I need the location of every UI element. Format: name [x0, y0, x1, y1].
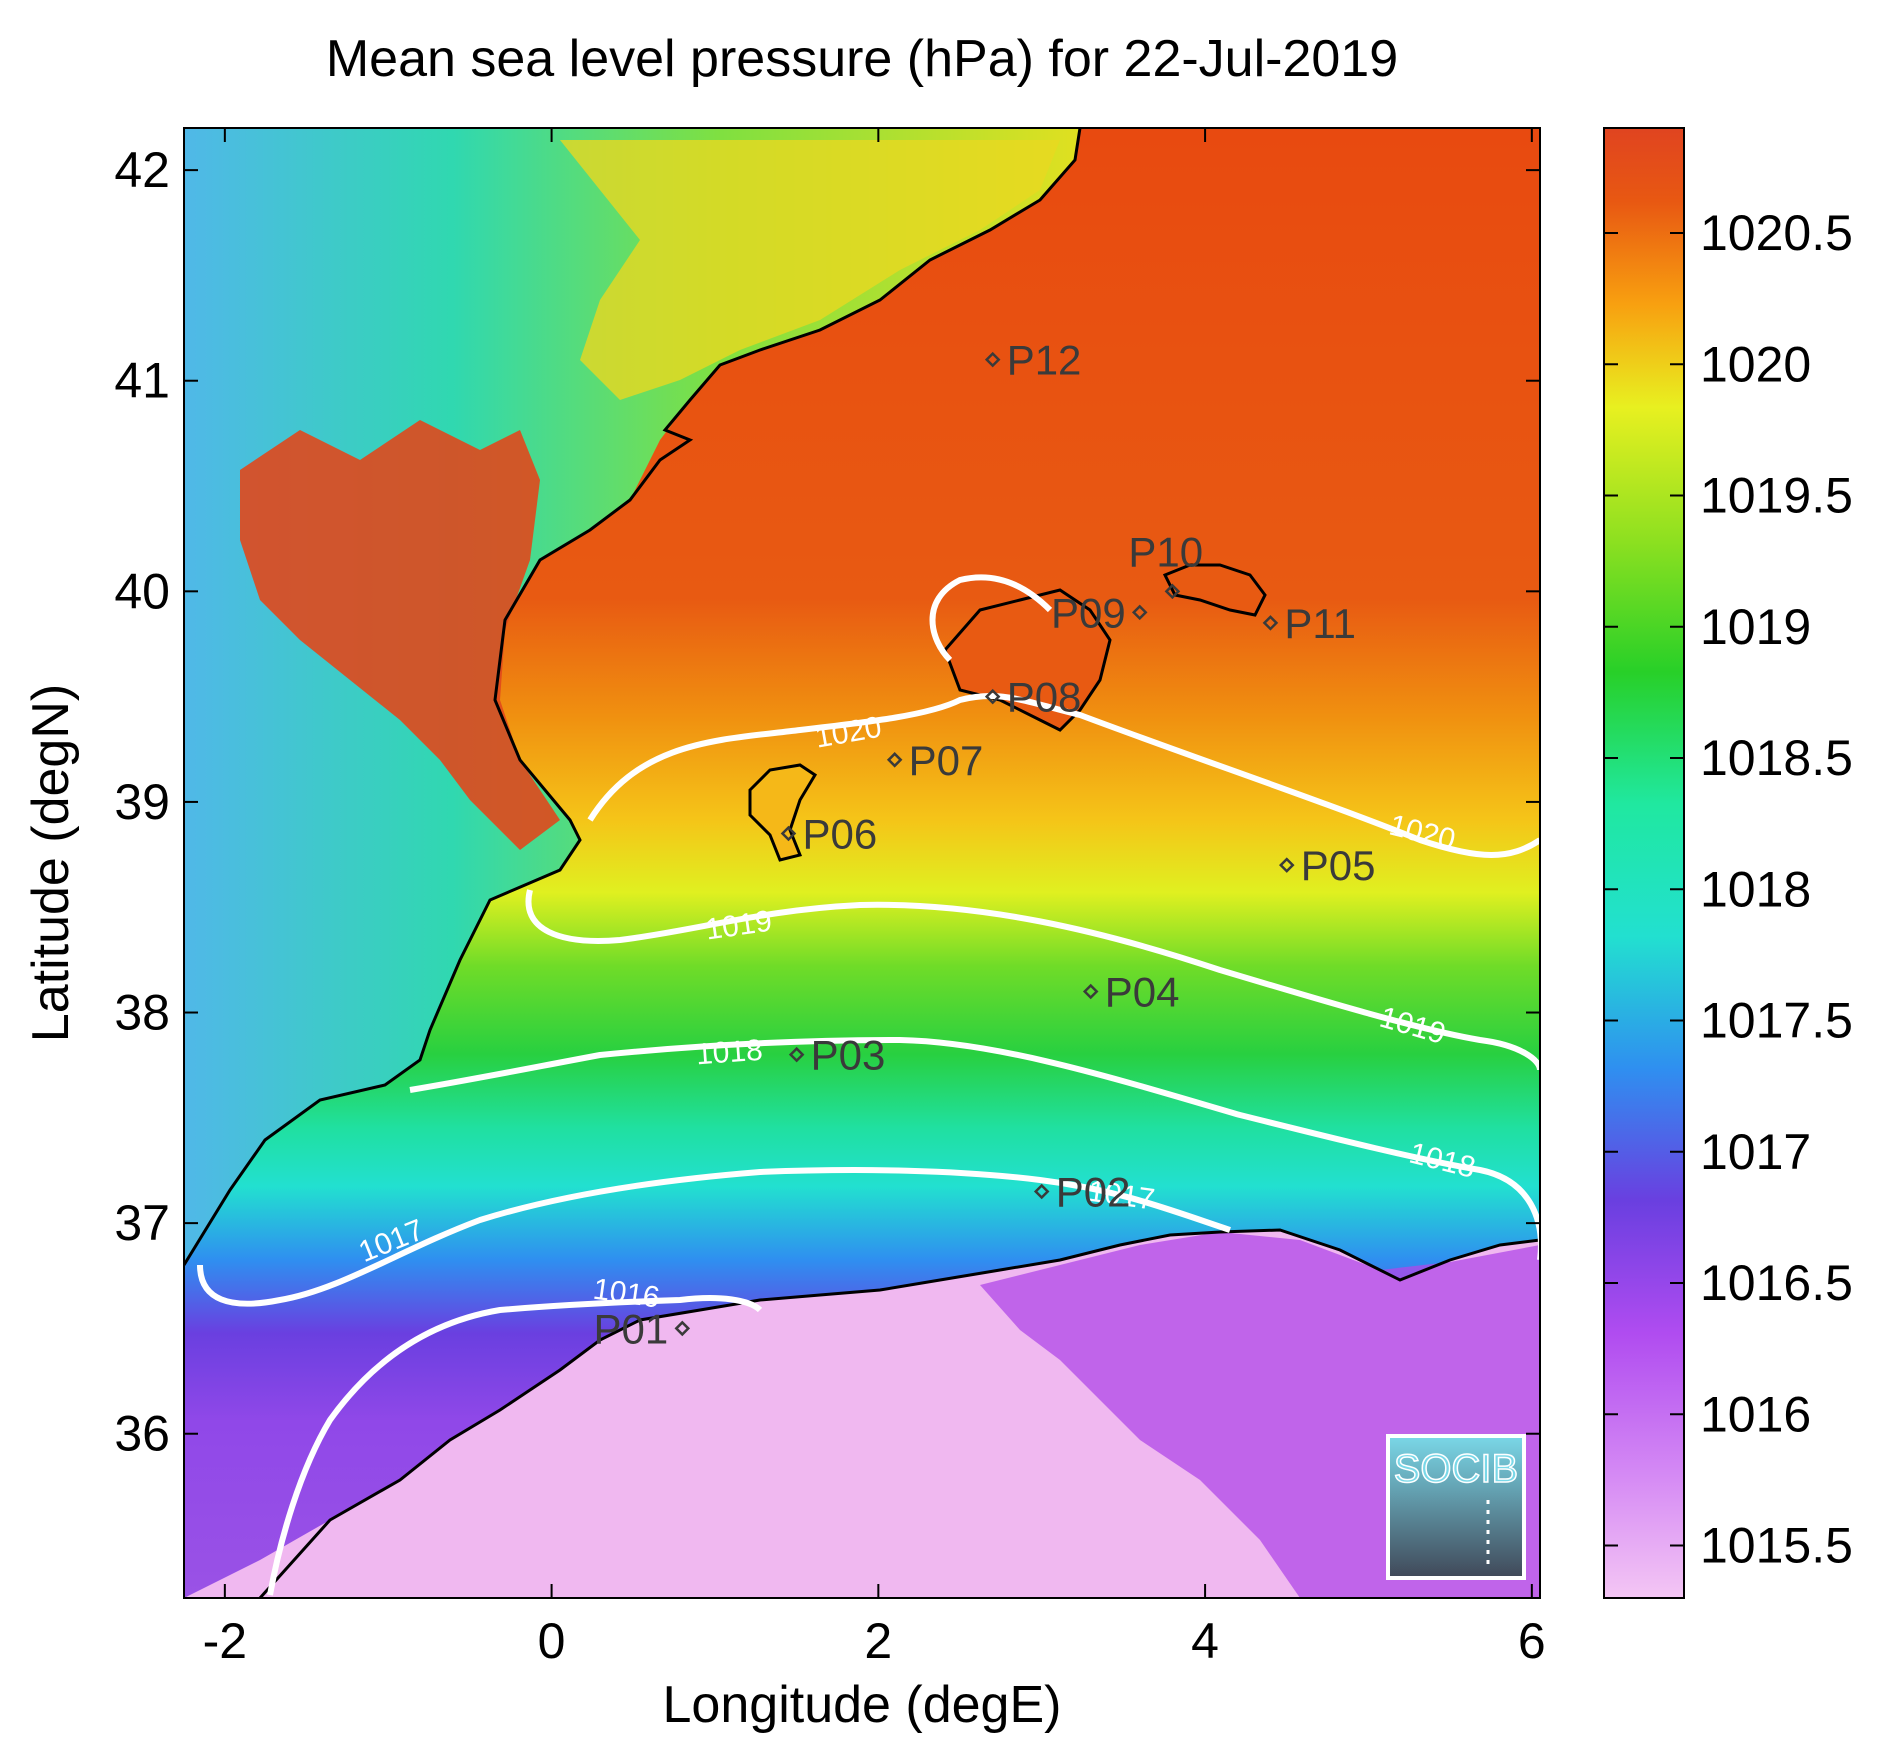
contour-1017: [197, 1167, 1231, 1307]
x-tick-label: 0: [538, 1613, 566, 1669]
station-marker: [1033, 1183, 1050, 1200]
station-label: P09: [1051, 589, 1126, 636]
land-high-zone: [240, 420, 560, 850]
station-marker: [674, 1320, 691, 1337]
station-marker: [788, 1046, 805, 1063]
station-label: P02: [1056, 1169, 1131, 1216]
station-label: P10: [1128, 528, 1203, 575]
station-label: P11: [1284, 600, 1356, 647]
plot-frame: [183, 127, 1541, 1599]
contour-1019: [525, 889, 1540, 1071]
colorbar-tick-label: 1019.5: [1700, 468, 1853, 524]
station-marker: [1279, 857, 1295, 873]
station-marker: [984, 351, 1001, 368]
contour-label-1018-a: 1018: [695, 1034, 764, 1072]
station-marker: [1262, 615, 1279, 631]
station-marker: [1131, 604, 1148, 621]
colorbar-tick-label: 1016: [1700, 1386, 1811, 1442]
x-tick-label: 6: [1518, 1613, 1546, 1669]
y-axis: 36 37 38 39 40 41 42: [114, 142, 1540, 1462]
x-axis: -2 0 2 4 6: [203, 128, 1546, 1669]
station-label: P12: [1007, 337, 1082, 384]
y-tick-label: 42: [114, 142, 170, 198]
x-tick-label: -2: [203, 1613, 247, 1669]
map-area: 1020 1020 1019 1019 1018 1018 1017 1017 …: [184, 128, 1540, 1598]
contour-1016: [267, 1295, 763, 1596]
contour-1018: [409, 1036, 1540, 1260]
logo-text: SOCIB: [1394, 1447, 1518, 1491]
colorbar-tick-label: 1017: [1700, 1124, 1811, 1180]
colorbar-ramp: [1603, 127, 1685, 1599]
station-label: P01: [594, 1305, 669, 1352]
colorbar-tick-label: 1019: [1700, 599, 1811, 655]
colorbar-tick-label: 1018: [1700, 861, 1811, 917]
station-label: P05: [1301, 842, 1376, 889]
station-marker: [1164, 583, 1181, 600]
contour-lines: [197, 574, 1540, 1596]
colorbar: 1015.5 1016 1016.5 1017 1017.5 1018 1018.5 1019…: [1603, 127, 1853, 1599]
colorbar-tick-label: 1015.5: [1700, 1518, 1853, 1574]
contour-1020: [587, 693, 1540, 858]
station-marker: [886, 752, 903, 768]
colorbar-tick-label: 1016.5: [1700, 1255, 1853, 1311]
y-tick-label: 40: [114, 563, 170, 619]
colorbar-tick-label: 1020: [1700, 336, 1811, 392]
y-axis-label: Latitude (degN): [22, 684, 80, 1042]
socib-logo: SOCIB: [1386, 1434, 1526, 1580]
iberia-land: [184, 128, 1080, 1265]
y-tick-label: 37: [114, 1195, 170, 1251]
station-label: P03: [811, 1032, 886, 1079]
x-tick-label: 4: [1191, 1613, 1219, 1669]
africa-coastline: [258, 1228, 1540, 1598]
contour-1020-north: [929, 574, 1053, 663]
station-marker: [1082, 983, 1099, 1000]
station-marker: [780, 825, 797, 842]
x-axis-label: Longitude (degE): [663, 1676, 1062, 1734]
y-tick-label: 36: [114, 1406, 170, 1462]
iberia-coastline: [184, 128, 1082, 1266]
colorbar-tick-label: 1020.5: [1700, 205, 1853, 261]
land-yellow-zone: [560, 140, 1060, 400]
menorca-island: [1162, 563, 1267, 617]
station-label: P07: [909, 737, 984, 784]
x-tick-label: 2: [864, 1613, 892, 1669]
colorbar-tick-label: 1018.5: [1700, 730, 1853, 786]
station-marker: [984, 688, 1001, 705]
station-label: P06: [802, 811, 877, 858]
y-tick-label: 41: [114, 353, 170, 409]
y-tick-label: 38: [114, 985, 170, 1041]
colorbar-tick-label: 1017.5: [1700, 993, 1853, 1049]
y-tick-label: 39: [114, 774, 170, 830]
station-label: P04: [1105, 968, 1180, 1015]
station-label: P08: [1007, 674, 1082, 721]
chart-title: Mean sea level pressure (hPa) for 22-Jul…: [326, 30, 1398, 88]
colorbar-ticks: 1015.5 1016 1016.5 1017 1017.5 1018 1018.5 1019…: [1604, 205, 1853, 1574]
